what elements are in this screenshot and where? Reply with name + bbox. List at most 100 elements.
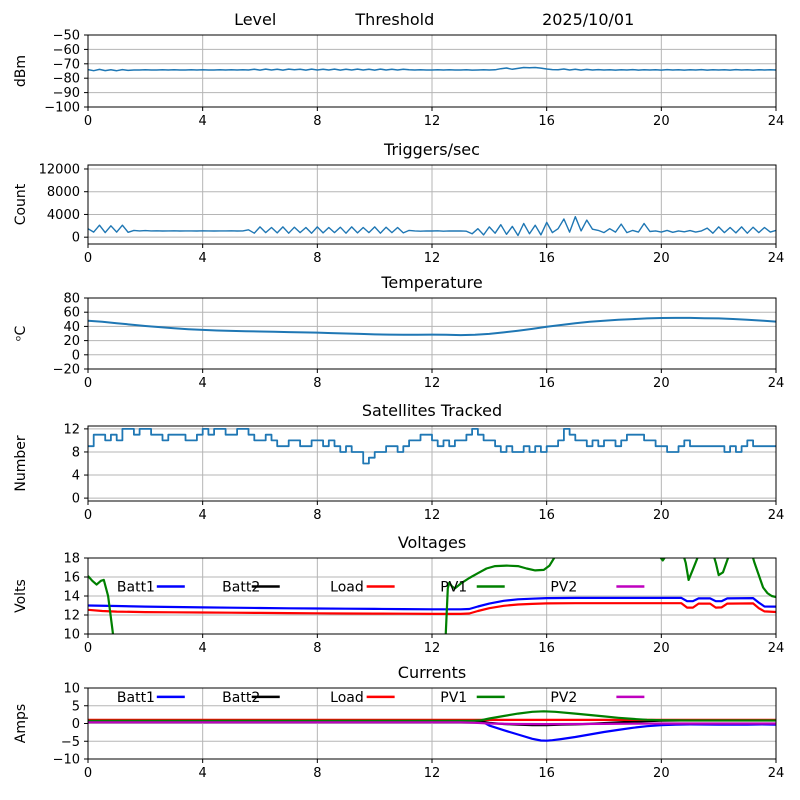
y-tick-label: −90 <box>53 86 80 101</box>
panel-title: Voltages <box>398 533 466 552</box>
x-tick-label: 16 <box>538 641 555 656</box>
y-tick-label: 80 <box>63 292 80 307</box>
y-axis-label: Volts <box>13 579 29 613</box>
x-tick-label: 0 <box>84 114 92 129</box>
panel-title: Level <box>234 10 276 29</box>
x-tick-label: 20 <box>653 766 670 781</box>
legend-label: Batt2 <box>222 690 260 706</box>
y-tick-label: 10 <box>63 628 80 643</box>
x-tick-label: 16 <box>538 508 555 523</box>
y-tick-label: 4000 <box>47 208 80 223</box>
x-axis: 0 4 8 12 16 20 24 <box>84 244 784 266</box>
panel-satellites: 0 4 8 12 16 20 24 12 8 4 0 Satellites Tracked Number <box>13 401 784 523</box>
x-tick-label: 16 <box>538 114 555 129</box>
y-tick-label: 0 <box>72 492 80 507</box>
x-tick-label: 20 <box>653 251 670 266</box>
x-tick-label: 4 <box>199 766 207 781</box>
series-line-load <box>88 602 776 615</box>
series-line-count <box>88 216 776 237</box>
gridlines <box>88 35 776 107</box>
y-tick-label: −70 <box>53 57 80 72</box>
x-tick-label: 24 <box>768 114 785 129</box>
x-tick-label: 8 <box>313 114 321 129</box>
panel-title: Triggers/sec <box>383 140 480 159</box>
y-tick-label: 18 <box>63 552 80 567</box>
x-tick-label: 20 <box>653 114 670 129</box>
x-axis: 0 4 8 12 16 20 24 <box>84 107 784 129</box>
y-tick-label: −50 <box>53 29 80 44</box>
y-tick-label: 10 <box>63 682 80 697</box>
y-tick-label: 40 <box>63 320 80 335</box>
legend-label: Batt1 <box>117 690 155 706</box>
x-tick-label: 24 <box>768 766 785 781</box>
series-line-level <box>88 66 776 72</box>
legend: Batt1 Batt2 Load PV1 PV2 <box>117 580 645 596</box>
y-tick-label: 60 <box>63 306 80 321</box>
x-tick-label: 4 <box>199 114 207 129</box>
panel-level: 0 4 8 12 16 20 24 −50−60−70−80−90−100 Level Thres… <box>13 10 784 129</box>
y-tick-label: 12000 <box>39 162 80 177</box>
series-line-pv2 <box>88 721 776 726</box>
x-tick-label: 20 <box>653 508 670 523</box>
x-tick-label: 24 <box>768 251 785 266</box>
x-tick-label: 24 <box>768 508 785 523</box>
x-tick-label: 12 <box>424 508 441 523</box>
x-tick-label: 16 <box>538 376 555 391</box>
x-axis: 0 4 8 12 16 20 24 <box>84 369 784 391</box>
y-tick-label: 0 <box>72 348 80 363</box>
y-tick-label: 16 <box>63 571 80 586</box>
legend-label: Load <box>330 580 364 596</box>
legend-label: PV2 <box>550 690 577 706</box>
x-tick-label: 12 <box>424 251 441 266</box>
y-tick-label: −5 <box>61 735 80 750</box>
y-axis: 10 5 0 −5 −10 <box>53 682 88 768</box>
legend-label: Load <box>330 690 364 706</box>
legend-label: Batt1 <box>117 580 155 596</box>
series-line-batt1 <box>88 596 776 611</box>
series-line-temperature <box>88 316 776 337</box>
y-axis-label: ᵒC <box>13 325 29 341</box>
y-tick-label: 8 <box>72 445 80 460</box>
x-tick-label: 0 <box>84 251 92 266</box>
y-tick-label: −100 <box>44 101 80 116</box>
y-axis-label: Amps <box>13 704 29 743</box>
x-tick-label: 4 <box>199 251 207 266</box>
y-tick-label: −60 <box>53 43 80 58</box>
x-tick-label: 12 <box>424 641 441 656</box>
x-tick-label: 12 <box>424 114 441 129</box>
x-tick-label: 20 <box>653 641 670 656</box>
x-tick-label: 12 <box>424 376 441 391</box>
gridlines <box>88 426 776 501</box>
x-tick-label: 0 <box>84 766 92 781</box>
y-tick-label: −80 <box>53 72 80 87</box>
series-group <box>88 710 776 742</box>
x-tick-label: 24 <box>768 376 785 391</box>
panel-title: Currents <box>398 663 466 682</box>
y-tick-label: −10 <box>53 753 80 768</box>
series-line-pv1 <box>88 710 776 722</box>
x-tick-label: 0 <box>84 641 92 656</box>
legend-label: PV2 <box>550 580 577 596</box>
x-tick-label: 0 <box>84 376 92 391</box>
y-tick-label: 0 <box>72 231 80 246</box>
x-tick-label: 4 <box>199 641 207 656</box>
x-tick-label: 24 <box>768 641 785 656</box>
series-line-satellites <box>88 428 776 465</box>
y-tick-label: 20 <box>63 334 80 349</box>
panel-title: Threshold <box>354 10 434 29</box>
y-tick-label: 5 <box>72 699 80 714</box>
series-group <box>88 558 776 634</box>
y-tick-label: 4 <box>72 469 80 484</box>
y-tick-label: 14 <box>63 590 80 605</box>
legend: Batt1 Batt2 Load PV1 PV2 <box>117 690 645 706</box>
y-tick-label: −20 <box>53 363 80 378</box>
x-tick-label: 8 <box>313 251 321 266</box>
y-axis-label: Number <box>13 435 29 491</box>
series-group <box>88 216 776 237</box>
x-tick-label: 8 <box>313 508 321 523</box>
legend-label: PV1 <box>440 580 467 596</box>
